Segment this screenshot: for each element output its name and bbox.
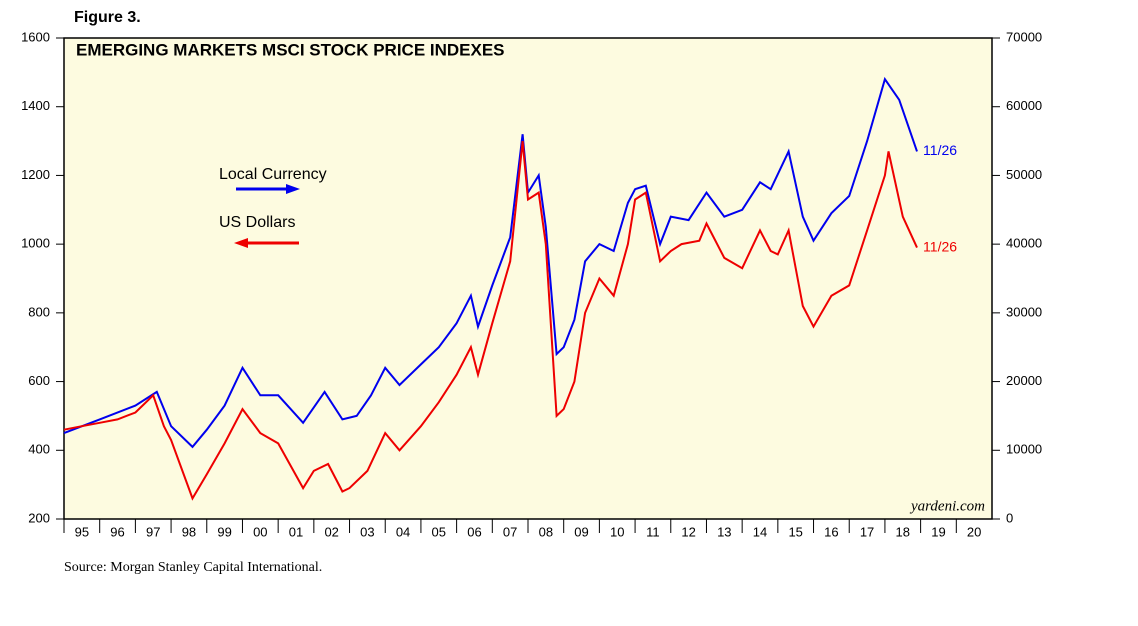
x-tick-label: 04 <box>396 524 410 539</box>
y-tick-label: 200 <box>28 510 50 525</box>
source-note: Source: Morgan Stanley Capital Internati… <box>64 560 322 575</box>
x-tick-label: 10 <box>610 524 624 539</box>
x-tick-label: 98 <box>182 524 196 539</box>
x-tick-label: 20 <box>967 524 981 539</box>
x-tick-label: 05 <box>432 524 446 539</box>
y2-tick-label: 40000 <box>1006 236 1042 251</box>
x-tick-label: 13 <box>717 524 731 539</box>
x-tick-label: 16 <box>824 524 838 539</box>
x-tick-label: 12 <box>681 524 695 539</box>
y-tick-label: 1600 <box>21 29 50 44</box>
x-tick-label: 03 <box>360 524 374 539</box>
x-tick-label: 97 <box>146 524 160 539</box>
y2-tick-label: 50000 <box>1006 167 1042 182</box>
legend-label: Local Currency <box>219 166 327 183</box>
legend-arrow-head <box>234 238 248 248</box>
x-tick-label: 02 <box>324 524 338 539</box>
y-tick-label: 400 <box>28 442 50 457</box>
x-tick-label: 14 <box>753 524 767 539</box>
y-tick-label: 1400 <box>21 98 50 113</box>
series-line <box>63 140 918 501</box>
x-tick-label: 08 <box>539 524 553 539</box>
chart-title: EMERGING MARKETS MSCI STOCK PRICE INDEXE… <box>76 40 505 59</box>
y-tick-label: 1000 <box>21 236 50 251</box>
watermark: yardeni.com <box>909 498 985 514</box>
y2-tick-label: 70000 <box>1006 29 1042 44</box>
legend-label: US Dollars <box>219 214 295 231</box>
y-tick-label: 800 <box>28 304 50 319</box>
x-tick-label: 15 <box>788 524 802 539</box>
x-tick-label: 96 <box>110 524 124 539</box>
y2-tick-label: 10000 <box>1006 442 1042 457</box>
legend-arrow-head <box>286 184 300 194</box>
end-label: 11/26 <box>923 142 957 158</box>
x-tick-label: 95 <box>75 524 89 539</box>
x-tick-label: 09 <box>574 524 588 539</box>
figure-label: Figure 3. <box>74 9 141 26</box>
x-tick-label: 17 <box>860 524 874 539</box>
x-tick-label: 11 <box>646 524 660 539</box>
x-tick-label: 07 <box>503 524 517 539</box>
y2-tick-label: 0 <box>1006 510 1013 525</box>
y-tick-label: 1200 <box>21 167 50 182</box>
series-line <box>63 76 918 449</box>
plot-area <box>63 37 993 520</box>
x-tick-label: 19 <box>931 524 945 539</box>
x-tick-label: 06 <box>467 524 481 539</box>
y2-tick-label: 30000 <box>1006 304 1042 319</box>
y2-tick-label: 20000 <box>1006 373 1042 388</box>
x-tick-label: 00 <box>253 524 267 539</box>
x-tick-label: 18 <box>896 524 910 539</box>
y2-tick-label: 60000 <box>1006 98 1042 113</box>
x-tick-label: 01 <box>289 524 303 539</box>
y-tick-label: 600 <box>28 373 50 388</box>
x-tick-label: 99 <box>217 524 231 539</box>
end-label: 11/26 <box>923 238 957 254</box>
